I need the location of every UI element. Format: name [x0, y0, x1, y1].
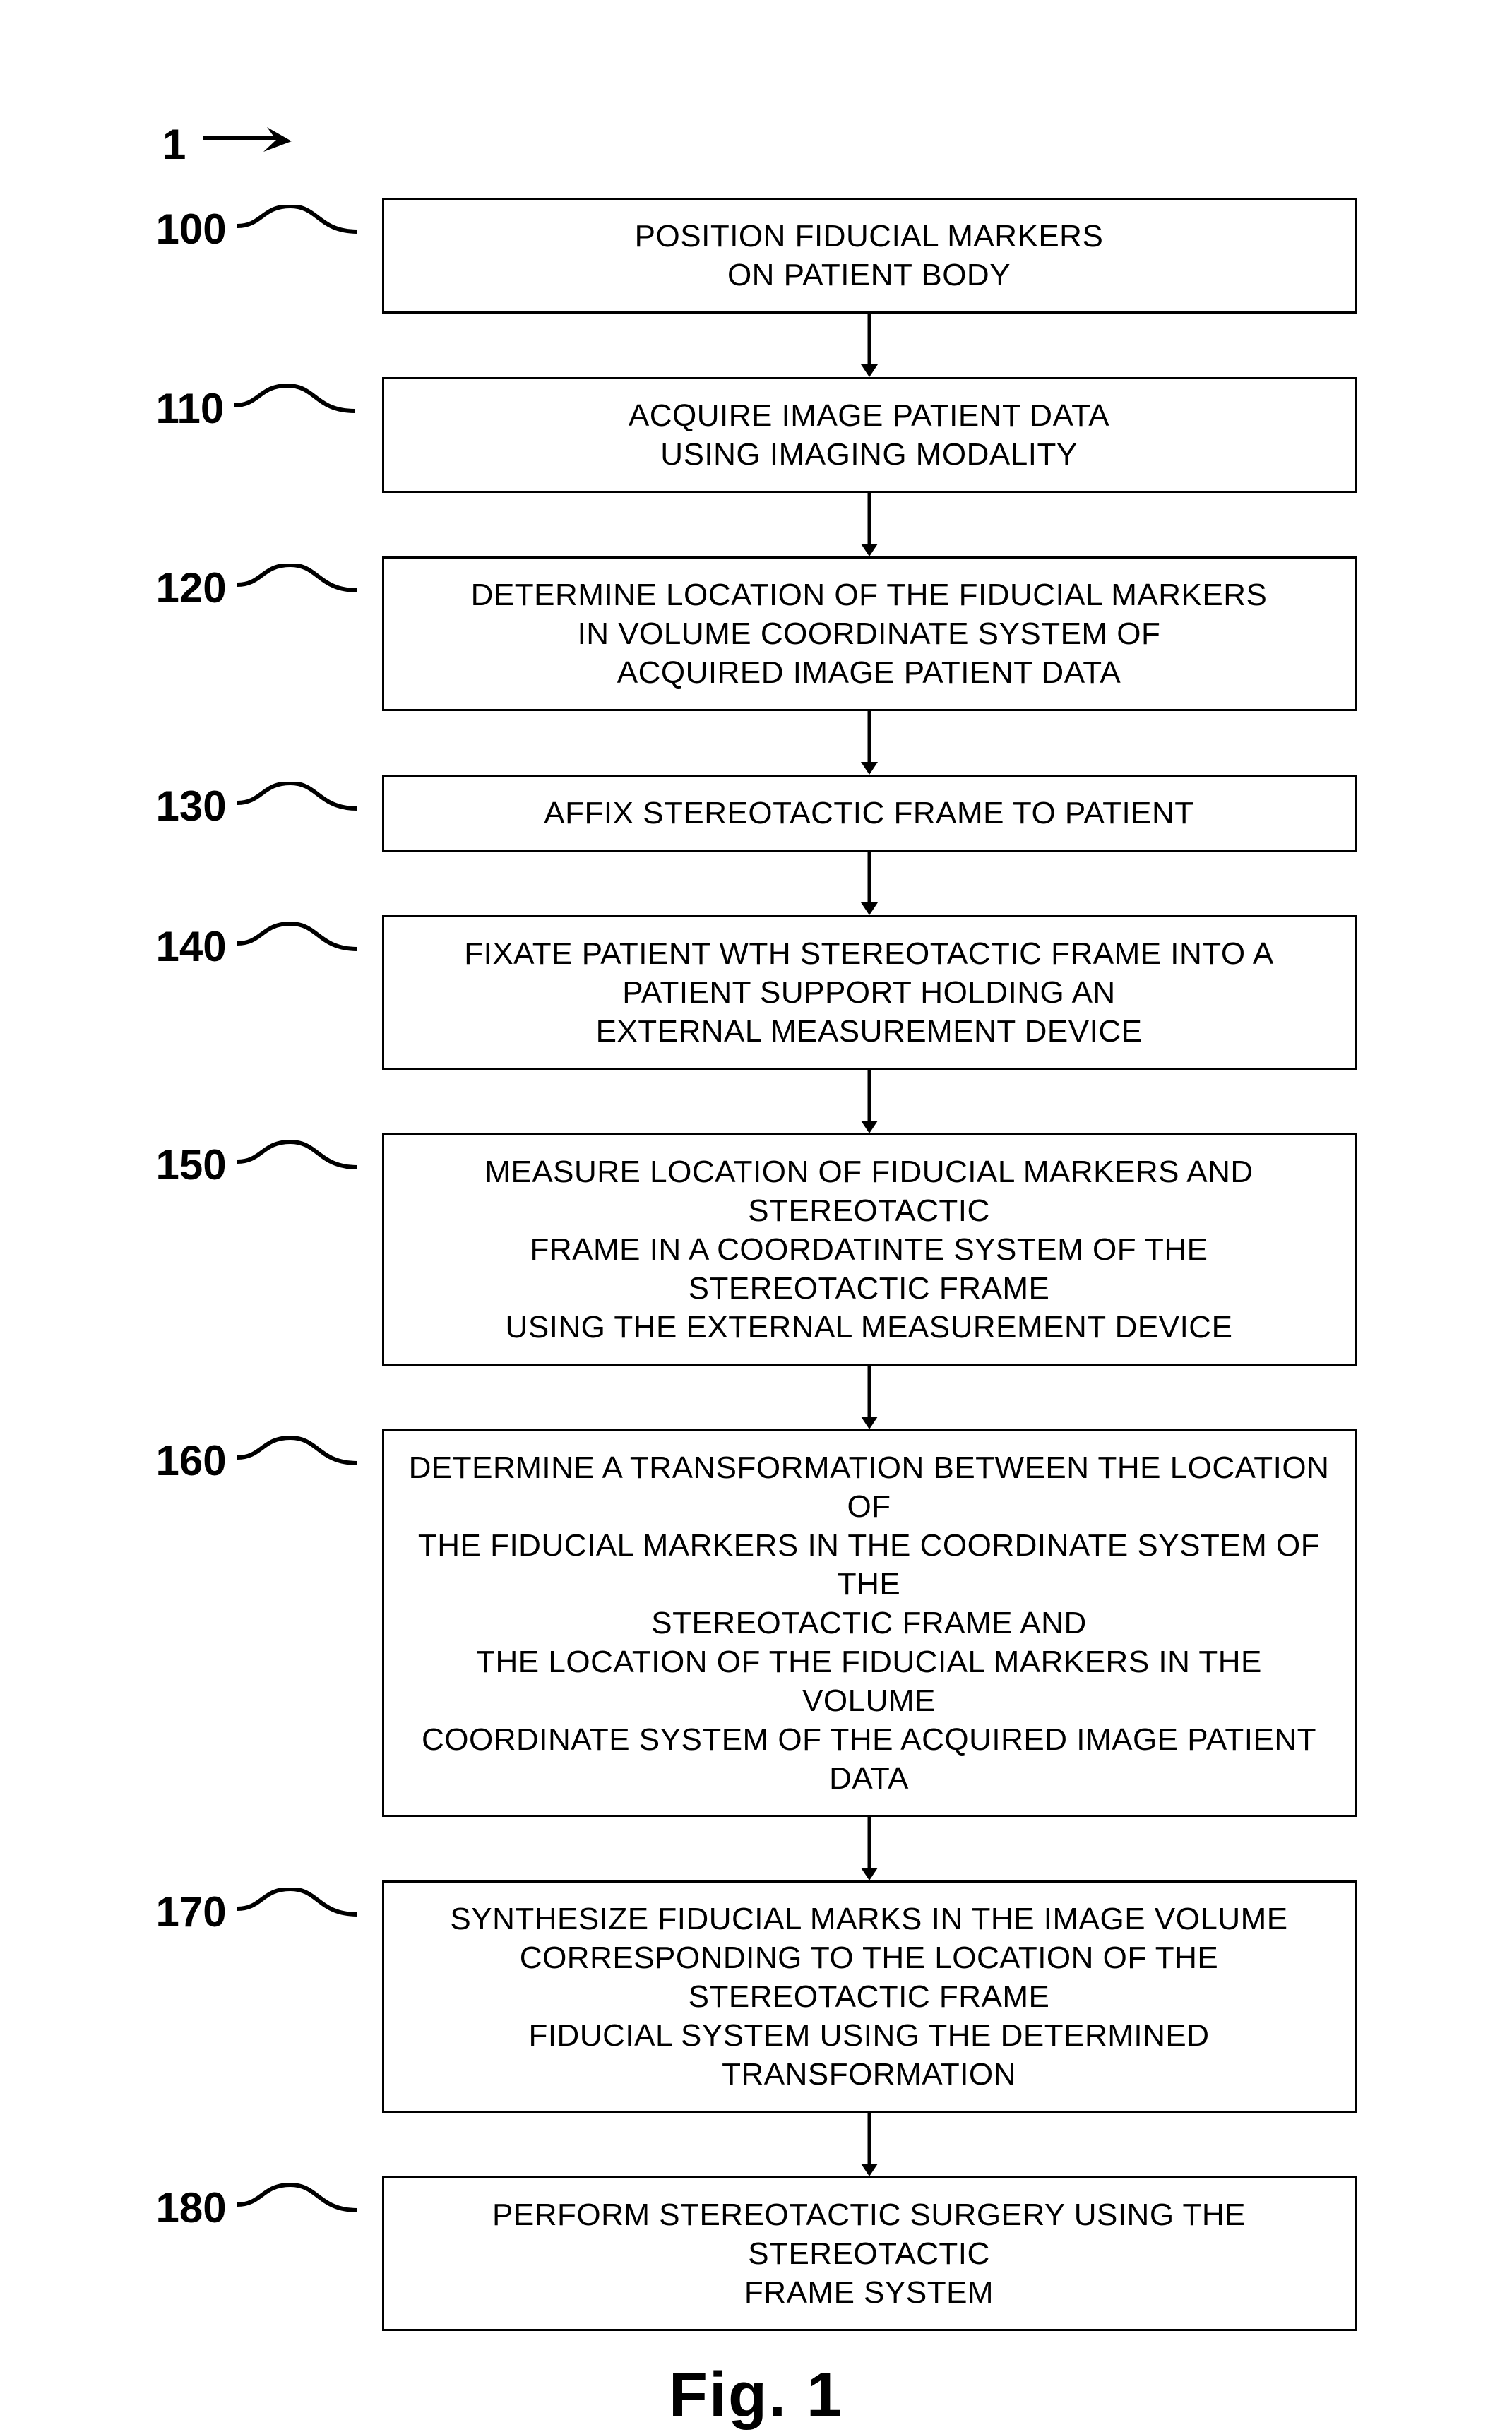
page: 1 100 POSITION FIDUCIAL MARKERSON PATIEN… [0, 0, 1512, 2211]
step-box: DETERMINE A TRANSFORMATION BETWEEN THE L… [382, 1429, 1357, 1817]
figure-top-label: 1 [162, 120, 299, 169]
step-box: PERFORM STEREOTACTIC SURGERY USING THE S… [382, 2176, 1357, 2331]
step-connector-icon [234, 1140, 361, 1190]
step-label-col: 170 [156, 1880, 382, 1937]
step-number: 160 [156, 1436, 227, 1485]
step-number: 180 [156, 2183, 227, 2232]
step-connector-icon [234, 782, 361, 831]
step-connector-icon [231, 384, 358, 434]
arrow-between [382, 711, 1357, 775]
step-number: 150 [156, 1140, 227, 1189]
flow-step: 110 ACQUIRE IMAGE PATIENT DATAUSING IMAG… [156, 377, 1357, 493]
step-number: 110 [156, 384, 225, 433]
step-number: 170 [156, 1888, 227, 1936]
arrow-between [382, 1070, 1357, 1133]
step-label-col: 160 [156, 1429, 382, 1486]
step-box: DETERMINE LOCATION OF THE FIDUCIAL MARKE… [382, 556, 1357, 711]
flow-step: 140 FIXATE PATIENT WTH STEREOTACTIC FRAM… [156, 915, 1357, 1070]
flow-step: 170 SYNTHESIZE FIDUCIAL MARKS IN THE IMA… [156, 1880, 1357, 2113]
flowchart: 100 POSITION FIDUCIAL MARKERSON PATIENT … [156, 198, 1357, 2331]
flow-step: 100 POSITION FIDUCIAL MARKERSON PATIENT … [156, 198, 1357, 314]
arrow-between [382, 1366, 1357, 1429]
arrow-between [382, 2113, 1357, 2176]
arrow-down-icon [855, 1366, 883, 1429]
step-number: 140 [156, 922, 227, 971]
step-label-col: 130 [156, 775, 382, 831]
figure-number: 1 [162, 120, 186, 169]
step-label-col: 180 [156, 2176, 382, 2233]
step-label-col: 120 [156, 556, 382, 613]
arrow-between [382, 493, 1357, 556]
step-box: AFFIX STEREOTACTIC FRAME TO PATIENT [382, 775, 1357, 852]
step-label-col: 140 [156, 915, 382, 972]
arrow-between [382, 852, 1357, 915]
flow-step: 150 MEASURE LOCATION OF FIDUCIAL MARKERS… [156, 1133, 1357, 1366]
step-label-col: 100 [156, 198, 382, 254]
step-number: 130 [156, 782, 227, 830]
step-number: 100 [156, 205, 227, 254]
arrow-down-icon [855, 2113, 883, 2176]
step-label-col: 150 [156, 1133, 382, 1190]
flow-step: 180 PERFORM STEREOTACTIC SURGERY USING T… [156, 2176, 1357, 2331]
arrow-between [382, 314, 1357, 377]
arrow-down-icon [855, 1817, 883, 1880]
arrow-down-icon [855, 852, 883, 915]
step-connector-icon [234, 205, 361, 254]
arrow-down-icon [855, 711, 883, 775]
step-connector-icon [234, 922, 361, 972]
step-connector-icon [234, 2183, 361, 2233]
step-box: FIXATE PATIENT WTH STEREOTACTIC FRAME IN… [382, 915, 1357, 1070]
flow-step: 160 DETERMINE A TRANSFORMATION BETWEEN T… [156, 1429, 1357, 1817]
step-box: POSITION FIDUCIAL MARKERSON PATIENT BODY [382, 198, 1357, 314]
step-box: MEASURE LOCATION OF FIDUCIAL MARKERS AND… [382, 1133, 1357, 1366]
step-connector-icon [234, 1888, 361, 1937]
flow-step: 130 AFFIX STEREOTACTIC FRAME TO PATIENT [156, 775, 1357, 852]
flow-step: 120 DETERMINE LOCATION OF THE FIDUCIAL M… [156, 556, 1357, 711]
step-connector-icon [234, 1436, 361, 1486]
arrow-between [382, 1817, 1357, 1880]
figure-arrow-icon [200, 124, 299, 166]
step-box: SYNTHESIZE FIDUCIAL MARKS IN THE IMAGE V… [382, 1880, 1357, 2113]
figure-caption: Fig. 1 [0, 2359, 1512, 2432]
arrow-down-icon [855, 314, 883, 377]
step-connector-icon [234, 564, 361, 613]
arrow-down-icon [855, 1070, 883, 1133]
step-label-col: 110 [156, 377, 382, 434]
arrow-down-icon [855, 493, 883, 556]
step-box: ACQUIRE IMAGE PATIENT DATAUSING IMAGING … [382, 377, 1357, 493]
step-number: 120 [156, 564, 227, 612]
